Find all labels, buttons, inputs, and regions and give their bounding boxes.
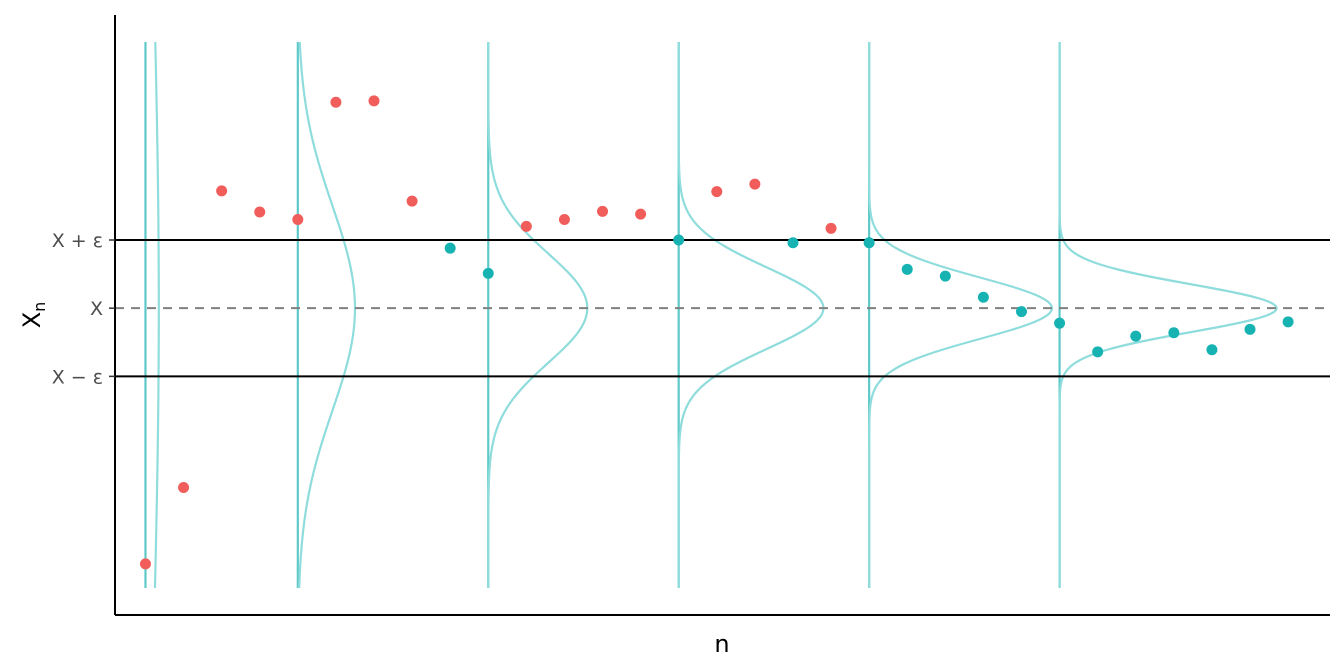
point-5 bbox=[292, 214, 304, 226]
point-28 bbox=[1168, 327, 1180, 339]
y-tick-label-3: X + ε bbox=[52, 230, 103, 252]
density-curve-4 bbox=[677, 42, 825, 588]
point-6 bbox=[330, 96, 342, 108]
density-curve-3 bbox=[487, 42, 589, 588]
point-21 bbox=[901, 263, 913, 275]
density-curve-6 bbox=[1058, 42, 1278, 588]
axes bbox=[114, 15, 1330, 616]
point-8 bbox=[406, 195, 418, 207]
y-ticks: X − ε X X + ε bbox=[52, 230, 115, 388]
x-axis-title: n bbox=[714, 630, 729, 658]
density-curve-2 bbox=[298, 41, 357, 589]
point-17 bbox=[749, 178, 761, 190]
y-axis-title: Xn bbox=[18, 302, 49, 329]
point-15 bbox=[673, 234, 685, 246]
point-29 bbox=[1206, 344, 1218, 356]
point-3 bbox=[216, 185, 228, 197]
point-23 bbox=[977, 291, 989, 303]
point-22 bbox=[939, 270, 951, 282]
point-13 bbox=[597, 205, 609, 217]
point-16 bbox=[711, 186, 723, 198]
point-24 bbox=[1015, 306, 1027, 318]
point-1 bbox=[139, 558, 151, 570]
point-4 bbox=[254, 206, 266, 218]
point-27 bbox=[1130, 330, 1142, 342]
density-curves bbox=[144, 41, 1278, 589]
point-2 bbox=[178, 482, 190, 493]
point-20 bbox=[863, 237, 875, 249]
point-31 bbox=[1282, 316, 1294, 328]
point-14 bbox=[635, 208, 647, 220]
point-19 bbox=[825, 222, 837, 234]
point-7 bbox=[368, 95, 380, 107]
density-curve-1 bbox=[153, 41, 160, 589]
point-10 bbox=[482, 267, 494, 279]
point-30 bbox=[1244, 323, 1256, 335]
y-tick-label-2: X bbox=[90, 298, 103, 320]
reference-lines bbox=[115, 239, 1330, 378]
point-11 bbox=[520, 220, 532, 232]
y-axis-title-subscript: n bbox=[30, 302, 49, 312]
point-26 bbox=[1092, 346, 1104, 358]
point-9 bbox=[444, 242, 456, 254]
point-25 bbox=[1054, 317, 1066, 329]
density-curve-5 bbox=[868, 42, 1054, 588]
data-points bbox=[139, 95, 1294, 570]
point-18 bbox=[787, 237, 799, 249]
y-tick-label-1: X − ε bbox=[52, 366, 103, 388]
y-axis-title-main: X bbox=[18, 312, 46, 328]
point-12 bbox=[558, 214, 570, 226]
